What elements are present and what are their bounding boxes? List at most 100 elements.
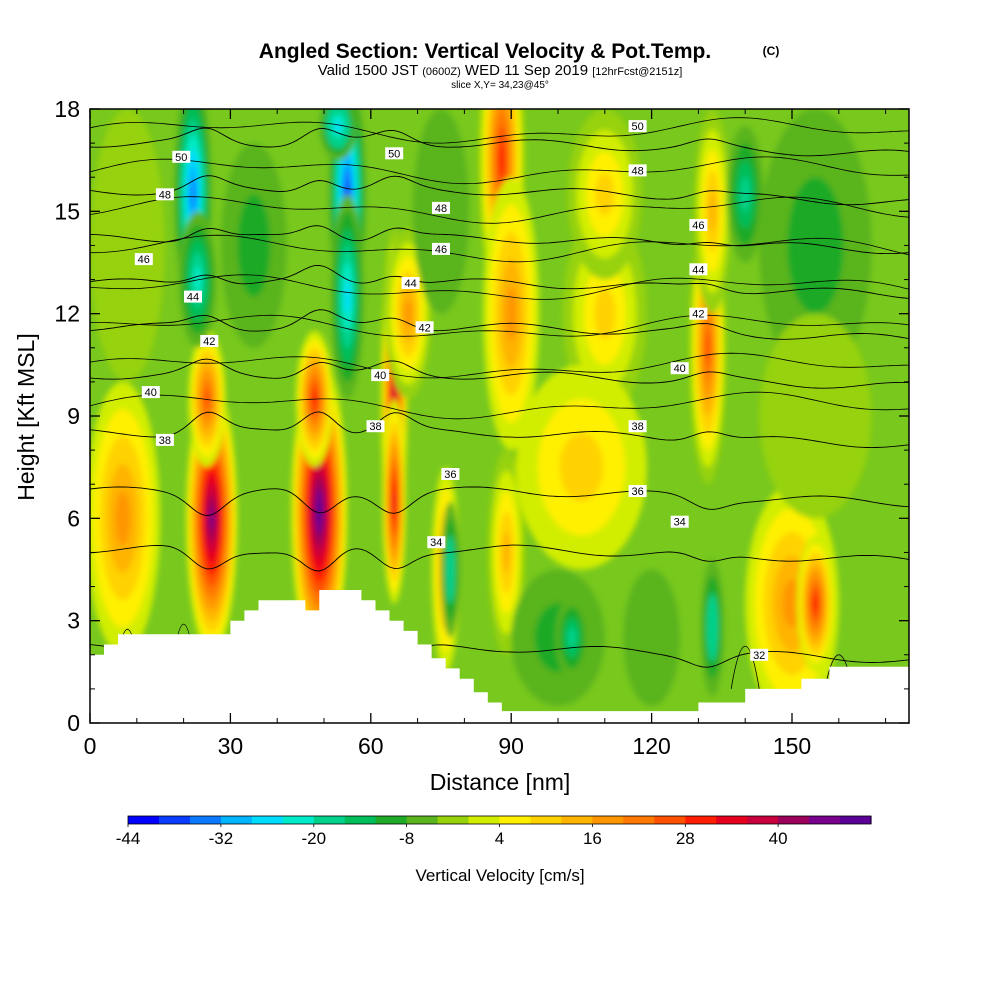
colorbar-swatch-17 bbox=[654, 816, 686, 824]
colorbar-swatch-22 bbox=[809, 816, 841, 824]
y-tick-label-9: 9 bbox=[67, 403, 80, 429]
y-axis-label: Height [Kft MSL] bbox=[13, 333, 39, 500]
contour-label-34: 34 bbox=[674, 517, 686, 529]
colorbar-swatch-1 bbox=[159, 816, 191, 824]
contour-label-bg-9 bbox=[432, 242, 450, 255]
isentrope-50 bbox=[90, 127, 909, 157]
contour-label-48: 48 bbox=[435, 203, 447, 215]
contour-label-bg-12 bbox=[371, 369, 390, 382]
colorbar-swatch-9 bbox=[406, 816, 439, 824]
contour-label-bg-5 bbox=[141, 386, 160, 399]
contour-label-bg-14 bbox=[441, 468, 460, 480]
contour-label-32: 32 bbox=[753, 650, 765, 662]
isentrope-extra-2 bbox=[90, 314, 909, 337]
contour-label-bg-23 bbox=[628, 485, 647, 497]
contour-label-bg-6 bbox=[155, 433, 174, 446]
contour-label-38: 38 bbox=[159, 435, 171, 447]
velocity-cell-13-step-2 bbox=[559, 433, 604, 502]
x-axis: 0 30 60 90 120 150 bbox=[84, 109, 887, 759]
velocity-cell-12-step-3 bbox=[594, 288, 616, 340]
contour-label-bg-1 bbox=[155, 188, 174, 201]
colorbar-swatch-3 bbox=[220, 816, 253, 824]
contour-label-bg-25 bbox=[750, 648, 769, 661]
isentrope-40 bbox=[90, 358, 909, 389]
isentrope-48 bbox=[90, 175, 909, 206]
velocity-cell-29-step-1 bbox=[787, 177, 844, 314]
colorbar-swatch-13 bbox=[530, 816, 563, 824]
contour-label-bg-24 bbox=[670, 515, 689, 528]
colorbar-label: Vertical Velocity [cm/s] bbox=[415, 866, 584, 885]
contour-label-38: 38 bbox=[369, 421, 381, 433]
x-axis-label: Distance [nm] bbox=[430, 769, 571, 795]
subtitle-date: WED 11 Sep 2019 bbox=[465, 62, 588, 79]
contour-labels: 50 48 46 44 42 40 38 50 48 46 44 42 40 38 36 34 50 48 46 44… bbox=[134, 120, 769, 662]
colorbar-swatch-0 bbox=[128, 816, 160, 824]
contour-label-40: 40 bbox=[145, 387, 157, 399]
contour-label-bg-8 bbox=[432, 201, 450, 214]
colorbar-swatch-23 bbox=[840, 816, 872, 824]
isentrope-extra-7 bbox=[90, 117, 909, 144]
contour-label-44: 44 bbox=[404, 278, 416, 290]
velocity-cell-19-step-7 bbox=[190, 179, 196, 210]
velocity-cell-16-step-4 bbox=[782, 579, 802, 628]
contour-label-36: 36 bbox=[631, 486, 643, 498]
colorbar-swatch-2 bbox=[189, 816, 222, 824]
isentrope-extra-5 bbox=[90, 196, 909, 224]
contour-label-bg-0 bbox=[172, 150, 191, 163]
isentrope-36 bbox=[90, 486, 909, 517]
velocity-cell-25-step-3 bbox=[448, 552, 453, 587]
contour-label-34: 34 bbox=[430, 537, 442, 549]
potential-temperature-contours bbox=[90, 117, 909, 689]
contour-label-bg-19 bbox=[689, 263, 708, 276]
isentrope-42 bbox=[90, 309, 909, 340]
velocity-cell-15-step-4 bbox=[708, 190, 717, 232]
contour-label-36: 36 bbox=[444, 469, 456, 481]
contour-label-bg-17 bbox=[628, 164, 647, 177]
contour-label-bg-2 bbox=[134, 253, 153, 266]
contour-label-bg-7 bbox=[385, 147, 404, 160]
isentrope-38 bbox=[90, 411, 909, 449]
subtitle-forecast: [12hrFcst@2151z] bbox=[592, 66, 682, 78]
colorbar-tick-label-3: -8 bbox=[399, 829, 414, 848]
y-tick-label-3: 3 bbox=[67, 608, 80, 634]
velocity-cell-0-step-4 bbox=[115, 491, 131, 546]
colorbar-swatch-19 bbox=[716, 816, 748, 824]
isentrope-extra-1 bbox=[90, 352, 909, 379]
colorbar-swatch-18 bbox=[685, 816, 717, 824]
colorbar-swatch-20 bbox=[747, 816, 779, 824]
y-tick-label-18: 18 bbox=[54, 96, 80, 122]
velocity-cell-22-step-5 bbox=[344, 279, 351, 314]
colorbar-swatch-5 bbox=[282, 816, 315, 824]
velocity-cell-28-step-3 bbox=[709, 610, 716, 645]
colorbar-tick-label-2: -20 bbox=[302, 829, 327, 848]
contour-label-bg-20 bbox=[689, 307, 708, 320]
slice-label: slice X,Y= 34,23@45° bbox=[451, 80, 549, 91]
velocity-cell-27-step-3 bbox=[567, 627, 577, 648]
velocity-cell-9-step-8 bbox=[499, 143, 505, 178]
contour-label-42: 42 bbox=[692, 309, 704, 321]
contour-label-42: 42 bbox=[418, 322, 430, 334]
velocity-cell-23-step-5 bbox=[334, 120, 342, 132]
colorbar-swatch-10 bbox=[437, 816, 470, 824]
subtitle-utc: (0600Z) bbox=[422, 66, 461, 78]
contour-label-bg-22 bbox=[628, 420, 647, 433]
contour-label-50: 50 bbox=[175, 152, 187, 164]
y-tick-label-6: 6 bbox=[67, 505, 80, 531]
velocity-cell-10-step-4 bbox=[505, 286, 517, 342]
isentrope-extra-3 bbox=[90, 274, 909, 300]
contour-label-bg-16 bbox=[628, 120, 647, 133]
velocity-cell-31-step-0 bbox=[759, 313, 872, 519]
colorbar-swatch-15 bbox=[592, 816, 624, 824]
plot-area: 50 48 46 44 42 40 38 50 48 46 44 42 40 38 36 34 50 48 46 44… bbox=[90, 109, 909, 723]
colorbar-tick-label-4: 4 bbox=[495, 829, 504, 848]
chart-title: Angled Section: Vertical Velocity & Pot.… bbox=[259, 40, 711, 63]
contour-label-bg-21 bbox=[670, 362, 689, 375]
x-tick-label-0: 0 bbox=[84, 733, 97, 759]
colorbar-tick-label-1: -32 bbox=[209, 829, 234, 848]
velocity-cell-18-step-3 bbox=[595, 173, 615, 216]
colorbar-swatch-4 bbox=[251, 816, 284, 824]
contour-label-bg-18 bbox=[689, 219, 708, 231]
contour-label-50: 50 bbox=[388, 148, 400, 160]
velocity-cell-2-step-6 bbox=[204, 389, 210, 409]
